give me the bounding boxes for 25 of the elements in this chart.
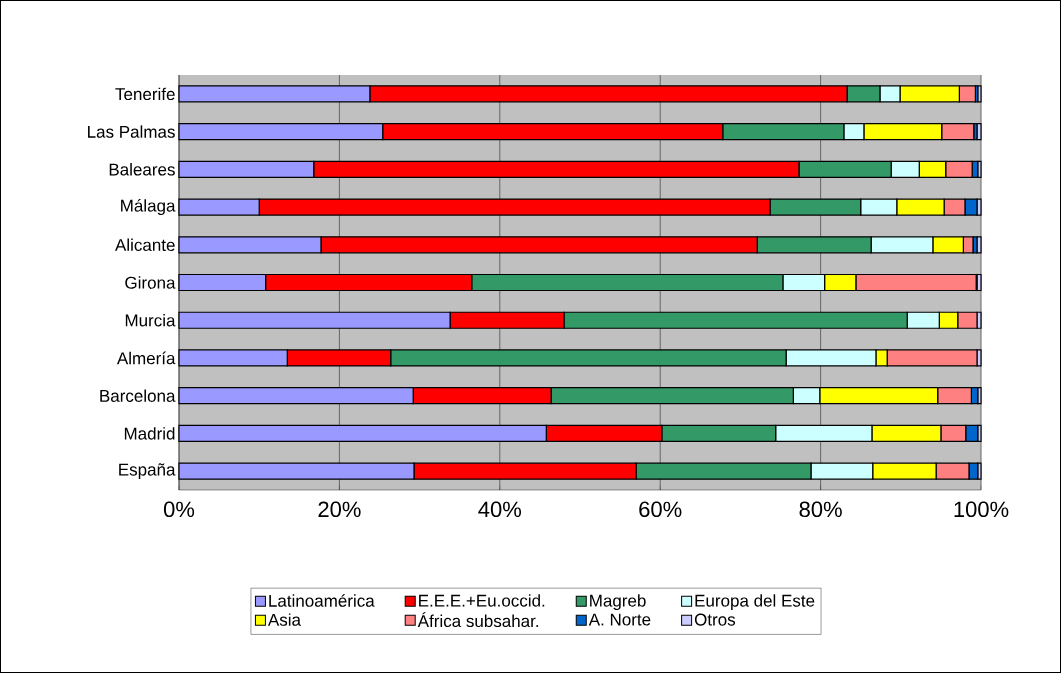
y-tick-label: Murcia xyxy=(125,314,176,327)
y-tick-label: Almería xyxy=(116,351,176,365)
y-tick-label: Madrid xyxy=(124,427,175,440)
x-tick-label: 100% xyxy=(954,501,1009,518)
x-tick-label: 40% xyxy=(478,501,522,518)
legend-label: E.E.E.+Eu.occid. xyxy=(419,594,545,607)
legend-label: Latinoamérica xyxy=(269,594,375,607)
legend-label: Magreb xyxy=(590,594,646,611)
legend-label: Europa del Este xyxy=(695,594,815,611)
y-tick-label: Tenerife xyxy=(115,87,175,101)
y-tick-label: Barcelona xyxy=(100,389,176,402)
x-tick-label: 0% xyxy=(163,501,195,518)
y-tick-label: Baleares xyxy=(109,163,175,176)
legend-label: África subsahar. xyxy=(417,612,539,628)
x-tick-label: 60% xyxy=(639,501,682,518)
x-tick-label: 80% xyxy=(799,501,842,518)
legend-label: Otros xyxy=(694,613,736,626)
y-tick-label: Alicante xyxy=(115,238,175,252)
legend-label: Asia xyxy=(267,613,301,626)
y-tick-label: España xyxy=(119,463,176,479)
legend-label: A. Norte xyxy=(588,613,651,626)
y-tick-label: Las Palmas xyxy=(88,125,175,138)
y-tick-label: Girona xyxy=(125,276,176,289)
x-tick-label: 20% xyxy=(318,501,361,518)
y-tick-label: Málaga xyxy=(121,199,176,216)
